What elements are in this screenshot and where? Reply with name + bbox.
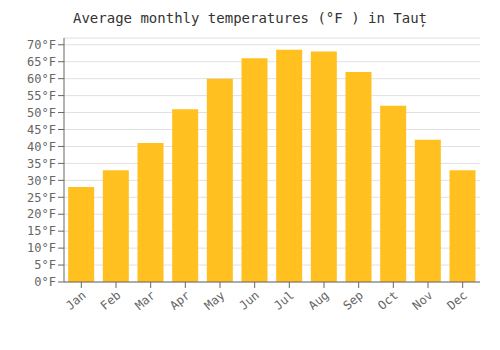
svg-text:Feb: Feb	[98, 288, 124, 313]
svg-text:5°F: 5°F	[34, 258, 56, 272]
svg-text:20°F: 20°F	[27, 207, 56, 221]
svg-text:Mar: Mar	[132, 288, 158, 313]
svg-text:May: May	[202, 288, 228, 313]
svg-text:15°F: 15°F	[27, 224, 56, 238]
svg-text:Aug: Aug	[306, 288, 332, 313]
svg-text:Oct: Oct	[375, 288, 401, 313]
svg-text:60°F: 60°F	[27, 72, 56, 86]
html-text:Average monthly temperatures (: Average monthly temperatures (°F ) in Ta…	[73, 10, 427, 26]
svg-text:Nov: Nov	[410, 288, 436, 313]
svg-text:0°F: 0°F	[34, 275, 56, 289]
svg-text:Jan: Jan	[63, 288, 89, 313]
svg-text:70°F: 70°F	[27, 38, 56, 52]
svg-text:Apr: Apr	[167, 288, 193, 313]
svg-text:Sep: Sep	[340, 288, 366, 313]
svg-text:Dec: Dec	[444, 288, 470, 313]
svg-text:55°F: 55°F	[27, 89, 56, 103]
svg-text:Jun: Jun	[236, 288, 262, 313]
svg-text:35°F: 35°F	[27, 157, 56, 171]
svg-text:65°F: 65°F	[27, 55, 56, 69]
svg-text:25°F: 25°F	[27, 191, 56, 205]
svg-text:Jul: Jul	[271, 288, 297, 313]
svg-text:45°F: 45°F	[27, 123, 56, 137]
svg-text:50°F: 50°F	[27, 106, 56, 120]
svg-text:10°F: 10°F	[27, 241, 56, 255]
svg-text:40°F: 40°F	[27, 140, 56, 154]
svg-text:30°F: 30°F	[27, 174, 56, 188]
